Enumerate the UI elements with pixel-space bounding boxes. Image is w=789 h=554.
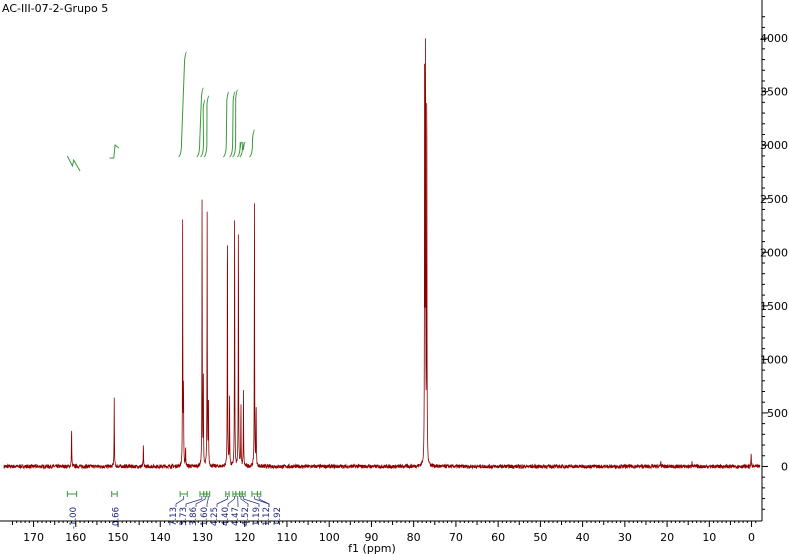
x-tick-label: 70 <box>449 531 463 544</box>
integral-connector <box>206 496 209 507</box>
y-tick-label: 4000 <box>760 32 788 45</box>
integral-value-label: 1.12 <box>262 507 272 526</box>
y-tick-label: 1500 <box>760 300 788 313</box>
integral-curve <box>249 129 255 158</box>
x-tick-label: 160 <box>65 531 86 544</box>
integral-curve <box>239 141 246 158</box>
integral-curve <box>200 99 206 158</box>
integral-curve <box>236 141 243 158</box>
y-tick-label: 3000 <box>760 139 788 152</box>
x-tick-label: 120 <box>234 531 255 544</box>
y-tick-label: 3500 <box>760 86 788 99</box>
integral-connector <box>240 496 249 507</box>
integral-value-label: 4.47 <box>231 507 241 526</box>
integral-connector <box>258 496 270 507</box>
integral-curve <box>196 87 204 158</box>
x-tick-label: 0 <box>748 531 755 544</box>
x-tick-label: 150 <box>108 531 129 544</box>
y-tick-label: 0 <box>781 460 788 473</box>
integral-curve <box>109 144 120 159</box>
x-tick-label: 140 <box>150 531 171 544</box>
x-tick-label: 130 <box>192 531 213 544</box>
integral-connector <box>185 496 203 507</box>
y-tick-label: 1000 <box>760 353 788 366</box>
integral-markers: -1.00 0.66 7.13 3.73 3.86 1.60 4.25 4.40 4.47 4.5… <box>66 491 283 529</box>
integral-curves <box>66 51 255 172</box>
spectrum-trace <box>3 38 761 470</box>
integral-curve <box>229 91 236 158</box>
integral-value-label: 1.92 <box>273 507 283 526</box>
x-tick-label: 60 <box>491 531 505 544</box>
x-tick-label: 100 <box>319 531 340 544</box>
x-tick-label: 40 <box>576 531 590 544</box>
integral-curve <box>232 89 238 158</box>
integral-curve <box>222 91 230 158</box>
integral-value-label: 0.66 <box>111 507 121 526</box>
integral-value-label: 1.19 <box>252 507 262 526</box>
integral-value-label: 3.86 <box>189 507 199 526</box>
y-tick-label: 500 <box>767 407 788 420</box>
spectrum-title: AC-III-07-2-Grupo 5 <box>2 2 109 15</box>
integral-curve <box>203 95 210 158</box>
x-tick-label: 80 <box>407 531 421 544</box>
x-axis-label: f1 (ppm) <box>348 542 396 554</box>
spectrum-line <box>3 38 761 470</box>
x-tick-label: 90 <box>364 531 378 544</box>
x-tick-label: 10 <box>702 531 716 544</box>
integral-value-label: 4.40 <box>221 507 231 526</box>
integral-connector <box>227 496 235 507</box>
x-axis: 170 160 150 140 130 120 110 100 90 80 70 60 50 40 30 20… <box>0 520 762 544</box>
integral-connector <box>175 496 185 507</box>
integral-curve <box>66 155 81 172</box>
integral-value-label: 1.60 <box>200 507 210 526</box>
integral-connector <box>195 496 206 507</box>
integral-value-label: 4.25 <box>210 507 220 526</box>
integral-connector <box>254 496 270 507</box>
x-tick-label: 170 <box>23 531 44 544</box>
integral-value-label: 7.13 <box>169 507 179 526</box>
y-tick-label: 2000 <box>760 246 788 259</box>
x-tick-label: 110 <box>276 531 297 544</box>
integral-value-label: 3.73 <box>179 507 189 526</box>
integral-value-label: 4.52 <box>241 507 251 526</box>
integral-curve <box>178 51 187 158</box>
integral-value-label: -1.00 <box>69 507 79 529</box>
x-tick-label: 50 <box>533 531 547 544</box>
x-tick-label: 20 <box>660 531 674 544</box>
integral-connector <box>243 496 260 507</box>
y-axis: 0 500 1000 1500 2000 2500 3000 3500 4000 <box>760 0 788 521</box>
x-tick-label: 30 <box>618 531 632 544</box>
integral-connector <box>216 496 228 507</box>
y-tick-label: 2500 <box>760 193 788 206</box>
